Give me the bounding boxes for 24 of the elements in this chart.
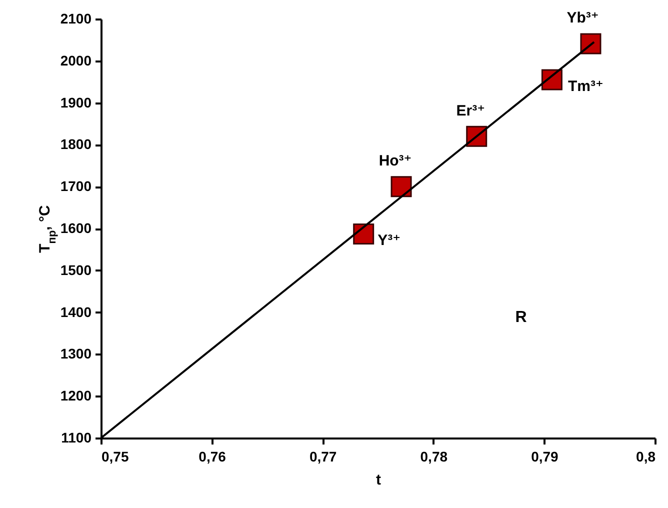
y-tick-label: 1800 (60, 136, 92, 152)
annotation: Y³⁺ (378, 232, 401, 249)
y-tick-label: 1900 (60, 94, 92, 110)
annotation: R (515, 309, 528, 326)
y-tick-label: 1300 (60, 346, 92, 362)
annotation: Tm³⁺ (568, 78, 604, 95)
x-tick-label: 0,78 (420, 448, 448, 464)
y-tick-label: 1400 (60, 304, 92, 320)
annotation: Yb³⁺ (566, 10, 599, 27)
x-tick-label: 0,76 (198, 448, 226, 464)
y-tick-label: 1200 (60, 388, 92, 404)
x-tick-label: 0,77 (309, 448, 337, 464)
x-tick-label: 0,79 (531, 448, 559, 464)
x-axis-title: t (376, 472, 381, 488)
annotation: Ho³⁺ (378, 152, 412, 170)
y-tick-label: 1500 (60, 262, 92, 278)
y-tick-label: 1700 (60, 178, 92, 194)
y-tick-label: 1100 (61, 430, 92, 446)
y-tick-label: 2000 (60, 52, 92, 68)
y-tick-label: 1600 (60, 220, 92, 236)
y-tick-label: 2100 (60, 10, 92, 26)
x-tick-label: 0,75 (102, 448, 129, 464)
annotation: Er³⁺ (456, 102, 485, 120)
x-tick-label: 0,8 (636, 448, 656, 464)
